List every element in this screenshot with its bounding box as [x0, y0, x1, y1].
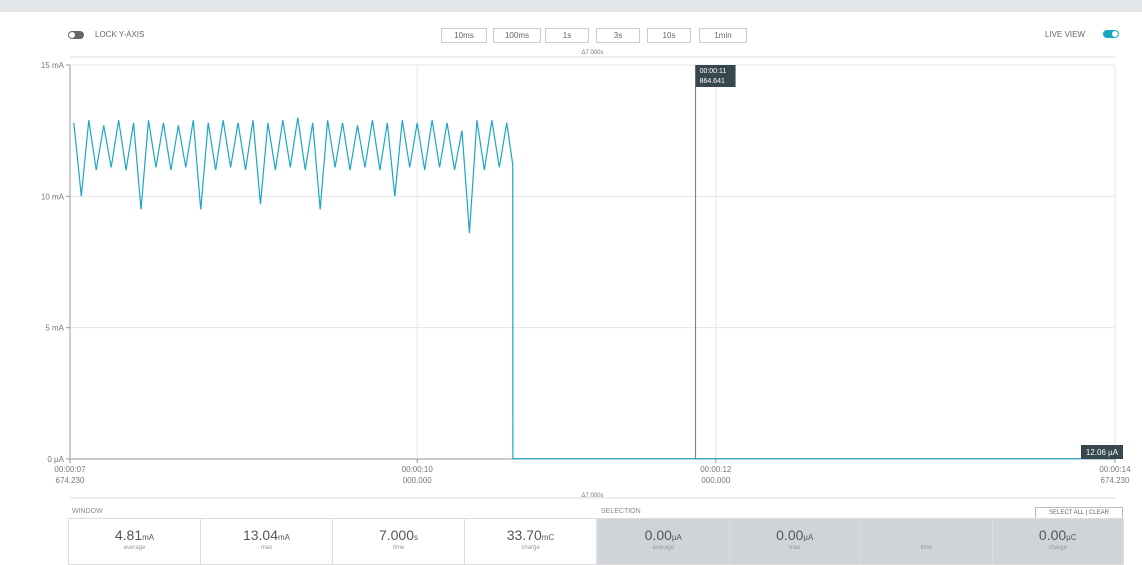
stat-value — [861, 527, 992, 543]
stat-label: average — [652, 545, 675, 551]
stat-value: 0.00µC — [993, 527, 1124, 543]
stat-label: time — [392, 545, 405, 551]
stat-value: 33.70mC — [465, 527, 596, 543]
live-toggle[interactable] — [1103, 30, 1119, 38]
stat-label: charge — [521, 545, 540, 551]
window-title: WINDOW — [72, 508, 103, 515]
stat-label: charge — [1048, 545, 1067, 551]
lock-label: LOCK Y-AXIS — [95, 30, 145, 39]
stat: 13.04mA max — [201, 519, 333, 564]
zoom-button[interactable]: 10s — [647, 28, 691, 43]
stat-unit: µA — [803, 533, 814, 542]
stat-number: 0.00 — [1038, 527, 1067, 543]
top-band — [0, 0, 1142, 12]
cursor-sublabel: 864.641 — [700, 78, 725, 85]
stat-unit: µA — [671, 533, 682, 542]
lock-toggle[interactable] — [68, 31, 84, 39]
delta-label: Δ7.000s — [581, 493, 603, 499]
zoom-button[interactable]: 1s — [545, 28, 589, 43]
select-all[interactable]: SELECT ALL — [1049, 510, 1085, 516]
stat-unit: mC — [541, 533, 555, 542]
stat-label: average — [123, 545, 146, 551]
delta-label: Δ7.000s — [581, 50, 603, 56]
x-tick-label: 00:00:07 — [54, 465, 86, 474]
x-tick-label: 00:00:10 — [402, 465, 434, 474]
selection-title: SELECTION — [601, 508, 641, 515]
x-tick-sublabel: 000.000 — [701, 476, 730, 485]
x-tick-sublabel: 674.230 — [1101, 476, 1130, 485]
stat-value: 4.81mA — [69, 527, 200, 543]
zoom-button[interactable]: 100ms — [493, 28, 541, 43]
cursor-box — [695, 65, 736, 87]
clear[interactable]: CLEAR — [1088, 510, 1109, 516]
x-tick-sublabel: 000.000 — [403, 476, 432, 485]
stat-number: 33.70 — [506, 527, 542, 543]
stat-label: time — [920, 545, 932, 551]
stat-value: 0.00µA — [730, 527, 861, 543]
stat: 0.00µC charge — [992, 519, 1124, 564]
stat-number: 0.00 — [776, 527, 804, 543]
y-tick-label: 15 mA — [41, 61, 65, 70]
stat-value: 13.04mA — [201, 527, 332, 543]
stat-value: 0.00µA — [598, 527, 729, 543]
stat-unit: mA — [142, 533, 155, 542]
stat: 0.00µA average — [598, 519, 730, 564]
stat: 4.81mA average — [69, 519, 201, 564]
end-label: 12.06 µA — [1086, 448, 1119, 457]
y-tick-label: 5 mA — [45, 324, 64, 333]
stat-unit: mA — [278, 533, 291, 542]
stat-label: max — [260, 545, 273, 551]
zoom-button[interactable]: 10ms — [441, 28, 487, 43]
zoom-button[interactable]: 3s — [596, 28, 640, 43]
stat-number: 4.81 — [114, 527, 143, 543]
stat: time — [861, 519, 993, 564]
window-stats: 4.81mA average 13.04mA max 7.000s time 33.70mC… — [68, 518, 597, 565]
end-label-box — [1081, 445, 1123, 459]
x-tick-label: 00:00:14 — [1099, 465, 1131, 474]
stat-number: 0.00 — [644, 527, 672, 543]
chart: Δ7.000s Δ7.000s 0 µA 5 mA 10 mA 15 mA 00:00:07… — [41, 50, 1131, 499]
signal-line — [73, 117, 1115, 460]
stat: 33.70mC charge — [465, 519, 596, 564]
stat: 0.00µA max — [729, 519, 861, 564]
stat-number: 7.000 — [378, 527, 415, 543]
y-tick-label: 10 mA — [41, 192, 65, 201]
stat-unit: s — [414, 533, 419, 542]
selection-stats: 0.00µA average 0.00µA max time 0.00µC charge — [597, 518, 1124, 565]
x-tick-label: 00:00:12 — [700, 465, 732, 474]
stat-number: 13.04 — [242, 527, 279, 543]
y-tick-label: 0 µA — [47, 455, 64, 464]
stat-label: max — [789, 545, 801, 551]
x-tick-sublabel: 674.230 — [56, 476, 85, 485]
cursor-label: 00:00:11 — [700, 68, 727, 75]
stat-value: 7.000s — [333, 527, 464, 543]
zoom-button[interactable]: 1min — [699, 28, 747, 43]
live-label: LIVE VIEW — [1045, 30, 1086, 39]
stat-unit: µC — [1066, 533, 1077, 542]
stat: 7.000s time — [333, 519, 465, 564]
